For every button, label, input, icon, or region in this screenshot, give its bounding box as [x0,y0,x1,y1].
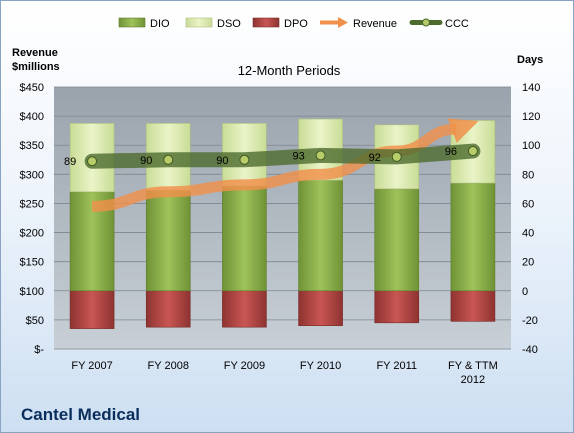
legend-label-dio: DIO [150,18,170,30]
ccc-series: 89 90 90 93 92 96 [64,143,481,169]
left-tick-label: $400 [20,111,44,123]
ccc-data-label: 92 [369,152,381,164]
ccc-data-label: 90 [216,155,228,167]
x-tick-label: FY 2007 [71,360,112,372]
gridlines [54,86,511,350]
right-tick-label: 40 [522,228,534,240]
left-tick-label: $- [34,344,44,356]
legend-swatch-dpo [252,17,280,28]
legend-swatch-dso [185,17,213,28]
right-axis: -40 -20 0 20 40 60 80 100 120 140 [522,82,540,356]
left-tick-label: $300 [20,169,44,181]
legend-label-revenue: Revenue [353,18,397,30]
legend: DIO DSO DPO Revenue CCC [118,17,469,30]
ccc-marker [315,150,326,161]
bar-dio [145,190,191,292]
ccc-marker [391,151,402,162]
right-tick-label: 0 [522,286,528,298]
right-tick-label: 120 [522,111,540,123]
ccc-data-label: 96 [445,146,457,158]
bar-dpo [145,290,191,328]
bar-dpo [374,290,420,324]
bar-dpo [69,290,115,329]
right-tick-label: 80 [522,169,534,181]
x-tick-label: FY 2011 [376,360,417,372]
ccc-data-label: 93 [292,150,304,162]
right-tick-label: 140 [522,82,540,94]
bar-dio [374,188,420,292]
left-axis: $- $50 $100 $150 $200 $250 $300 $350 $400 $450 [20,82,45,356]
company-name: Cantel Medical [21,405,141,424]
right-tick-label: 60 [522,198,534,210]
legend-label-ccc: CCC [445,18,469,30]
x-tick-label: FY 2008 [148,360,189,372]
x-axis: FY 2007 FY 2008 FY 2009 FY 2010 FY 2011 FY & … [71,360,497,386]
chart-title: 12-Month Periods [238,63,341,78]
left-axis-title-line1: Revenue [12,47,58,59]
ccc-data-label: 89 [64,156,76,168]
ccc-marker [239,154,250,165]
right-tick-label: -40 [522,344,538,356]
right-tick-label: -20 [522,315,538,327]
legend-swatch-ccc [409,18,443,27]
legend-swatch-revenue [320,17,348,28]
bar-dpo [450,290,496,322]
bar-dio [450,182,496,292]
ccc-marker [467,146,478,157]
bar-dpo [222,290,267,328]
right-axis-title: Days [517,54,543,66]
legend-label-dpo: DPO [284,18,308,30]
x-tick-label: FY 2009 [224,360,265,372]
x-tick-label: 2012 [461,374,485,386]
left-tick-label: $50 [26,315,44,327]
left-axis-title-line2: $millions [12,61,60,73]
bar-dio [298,179,343,292]
legend-label-dso: DSO [217,18,241,30]
revenue-arrowhead [447,118,479,143]
bar-dpo [298,290,343,327]
ccc-line [84,143,481,169]
left-tick-label: $100 [20,286,44,298]
left-tick-label: $450 [20,82,44,94]
bar-dio [222,185,267,292]
left-tick-label: $150 [20,257,44,269]
right-tick-label: 20 [522,257,534,269]
ccc-data-label: 90 [140,155,152,167]
left-tick-label: $250 [20,198,44,210]
x-tick-label: FY 2010 [300,360,341,372]
ccc-marker [87,156,98,167]
left-tick-label: $350 [20,140,44,152]
ccc-marker [163,154,174,165]
left-tick-label: $200 [20,228,44,240]
x-tick-label: FY & TTM [448,360,498,372]
legend-swatch-dio [118,17,146,28]
right-tick-label: 100 [522,140,540,152]
